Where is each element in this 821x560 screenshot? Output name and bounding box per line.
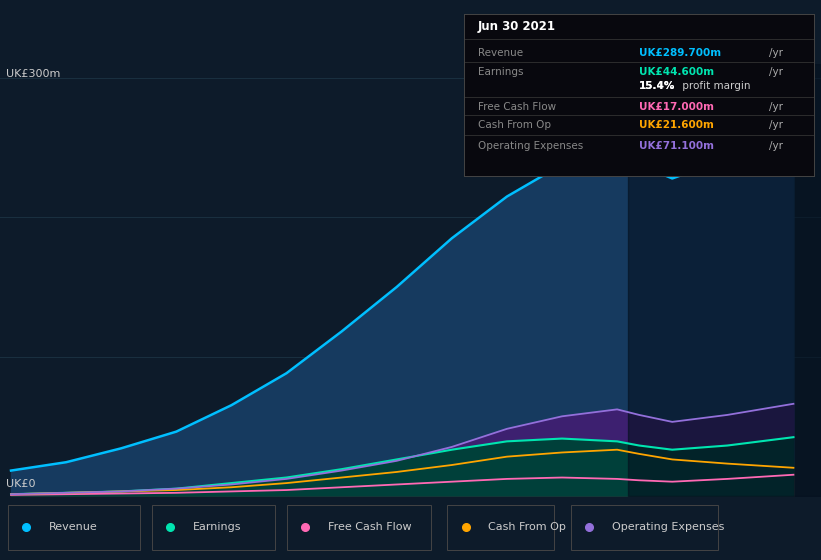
Text: /yr: /yr	[768, 67, 783, 77]
Text: profit margin: profit margin	[680, 81, 751, 91]
Text: Operating Expenses: Operating Expenses	[478, 141, 583, 151]
Text: /yr: /yr	[768, 120, 783, 130]
Text: Revenue: Revenue	[478, 48, 523, 58]
Text: UK£21.600m: UK£21.600m	[639, 120, 714, 130]
Text: UK£44.600m: UK£44.600m	[639, 67, 714, 77]
Text: UK£300m: UK£300m	[6, 68, 60, 78]
Text: Jun 30 2021: Jun 30 2021	[478, 21, 556, 34]
FancyBboxPatch shape	[447, 506, 554, 550]
Text: Free Cash Flow: Free Cash Flow	[478, 101, 556, 111]
Text: UK£0: UK£0	[6, 479, 35, 489]
Text: Free Cash Flow: Free Cash Flow	[328, 521, 412, 531]
Text: /yr: /yr	[768, 101, 783, 111]
Text: 15.4%: 15.4%	[639, 81, 676, 91]
Text: Earnings: Earnings	[478, 67, 524, 77]
FancyBboxPatch shape	[287, 506, 431, 550]
Text: UK£289.700m: UK£289.700m	[639, 48, 722, 58]
Text: Cash From Op: Cash From Op	[478, 120, 551, 130]
Text: UK£17.000m: UK£17.000m	[639, 101, 714, 111]
FancyBboxPatch shape	[152, 506, 275, 550]
Text: Earnings: Earnings	[193, 521, 241, 531]
FancyBboxPatch shape	[571, 506, 718, 550]
Text: Revenue: Revenue	[49, 521, 98, 531]
Text: /yr: /yr	[768, 48, 783, 58]
Text: Operating Expenses: Operating Expenses	[612, 521, 724, 531]
Text: UK£71.100m: UK£71.100m	[639, 141, 714, 151]
Text: Cash From Op: Cash From Op	[488, 521, 566, 531]
Text: /yr: /yr	[768, 141, 783, 151]
Text: 15.4%: 15.4%	[639, 81, 676, 91]
FancyBboxPatch shape	[8, 506, 140, 550]
